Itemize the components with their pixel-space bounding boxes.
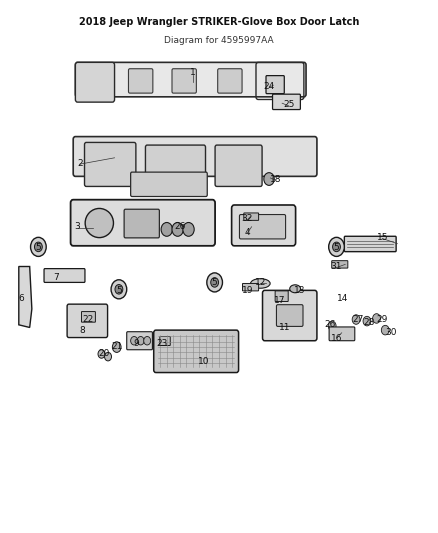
FancyBboxPatch shape [215,145,262,187]
Text: 24: 24 [263,82,275,91]
Text: 2: 2 [77,159,82,167]
Text: 26: 26 [324,320,336,329]
Text: 27: 27 [353,315,364,324]
Text: Diagram for 4595997AA: Diagram for 4595997AA [164,36,274,45]
Text: 31: 31 [331,262,342,271]
Text: 1: 1 [190,68,196,77]
Text: 2018 Jeep Wrangler STRIKER-Glove Box Door Latch: 2018 Jeep Wrangler STRIKER-Glove Box Doo… [79,17,359,27]
Polygon shape [19,266,32,327]
FancyBboxPatch shape [266,76,284,94]
FancyBboxPatch shape [160,336,170,345]
Text: 4: 4 [244,228,250,237]
FancyBboxPatch shape [71,200,215,246]
Text: 20: 20 [98,350,110,359]
FancyBboxPatch shape [329,327,355,341]
FancyBboxPatch shape [124,209,159,238]
FancyBboxPatch shape [240,215,286,239]
Ellipse shape [85,208,113,238]
Ellipse shape [251,279,270,288]
Circle shape [111,280,127,299]
Text: 6: 6 [18,294,24,303]
Text: 23: 23 [157,339,168,348]
Text: 28: 28 [364,318,375,327]
Text: 12: 12 [254,278,266,287]
FancyBboxPatch shape [127,332,152,350]
Text: 26: 26 [174,222,186,231]
FancyBboxPatch shape [73,136,317,176]
Text: 5: 5 [212,278,218,287]
FancyBboxPatch shape [75,62,115,102]
Text: 25: 25 [283,100,294,109]
Text: 19: 19 [241,286,253,295]
Circle shape [31,237,46,256]
FancyBboxPatch shape [131,172,207,197]
FancyBboxPatch shape [276,305,303,326]
Text: 15: 15 [376,233,388,242]
Circle shape [105,352,112,361]
FancyBboxPatch shape [272,94,300,110]
FancyBboxPatch shape [275,291,288,302]
Circle shape [144,336,151,345]
Circle shape [113,342,121,352]
Text: 5: 5 [116,286,122,295]
FancyBboxPatch shape [145,145,205,187]
Circle shape [373,314,381,323]
Text: 13: 13 [294,286,305,295]
Text: 18: 18 [270,174,281,183]
Text: 16: 16 [331,334,342,343]
Text: 5: 5 [334,244,339,253]
FancyBboxPatch shape [243,284,258,291]
FancyBboxPatch shape [262,290,317,341]
FancyBboxPatch shape [218,69,242,93]
Text: 11: 11 [279,323,290,332]
FancyBboxPatch shape [81,312,95,322]
Text: 30: 30 [385,328,397,337]
Circle shape [115,285,123,294]
Text: 5: 5 [35,244,41,253]
Text: 22: 22 [83,315,94,324]
Circle shape [352,315,360,324]
Text: 10: 10 [198,358,209,367]
FancyBboxPatch shape [67,304,108,337]
Text: 7: 7 [53,272,59,281]
Circle shape [172,222,184,236]
Text: 9: 9 [134,339,139,348]
Text: 8: 8 [79,326,85,335]
Circle shape [332,242,340,252]
Circle shape [328,237,344,256]
Circle shape [207,273,223,292]
FancyBboxPatch shape [44,269,85,282]
Text: 32: 32 [242,214,253,223]
FancyBboxPatch shape [244,213,258,220]
Circle shape [137,336,144,345]
Circle shape [381,325,389,335]
Text: 29: 29 [377,315,388,324]
Text: 3: 3 [74,222,81,231]
FancyBboxPatch shape [154,330,239,373]
Circle shape [183,222,194,236]
FancyBboxPatch shape [128,69,153,93]
FancyBboxPatch shape [332,261,348,268]
Circle shape [328,321,336,330]
FancyBboxPatch shape [232,205,296,246]
Circle shape [264,173,274,185]
FancyBboxPatch shape [85,142,136,187]
FancyBboxPatch shape [75,62,306,97]
Circle shape [161,222,173,236]
Circle shape [211,278,219,287]
Circle shape [131,336,138,345]
Text: 21: 21 [111,342,122,351]
Text: 17: 17 [274,296,286,305]
FancyBboxPatch shape [172,69,196,93]
Circle shape [363,317,371,326]
Circle shape [35,242,42,252]
Circle shape [98,350,105,358]
Ellipse shape [290,285,300,293]
FancyBboxPatch shape [344,236,396,252]
Text: 14: 14 [337,294,349,303]
